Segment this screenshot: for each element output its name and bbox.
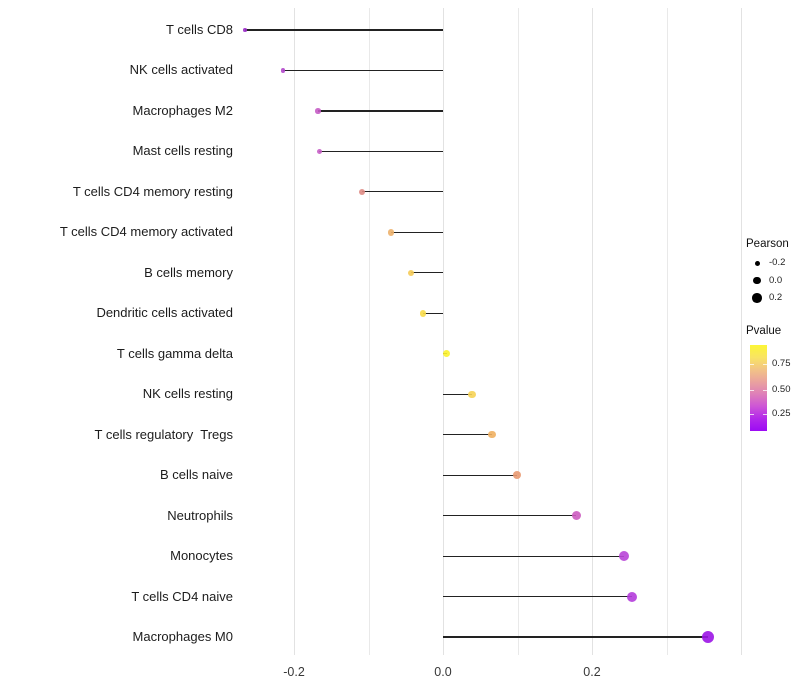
- lollipop-dot: [419, 310, 427, 317]
- lollipop-stem: [390, 231, 443, 233]
- lollipop-stem: [244, 29, 443, 31]
- pvalue-colorbar: [750, 345, 767, 431]
- y-axis-label: T cells CD4 memory resting: [72, 183, 233, 199]
- lollipop-dot: [468, 390, 476, 398]
- y-axis-label: T cells regulatory Tregs: [94, 426, 233, 442]
- y-axis-label: Mast cells resting: [132, 143, 233, 159]
- size-legend-dot: [753, 276, 761, 285]
- lollipop-stem: [443, 515, 577, 517]
- y-axis-label: T cells CD8: [166, 22, 233, 37]
- size-legend-label: 0.2: [769, 292, 783, 303]
- x-axis-tick-label: 0.2: [583, 665, 601, 679]
- lollipop-stem: [443, 434, 493, 436]
- lollipop-stem: [443, 595, 633, 598]
- y-axis-label: T cells CD4 memory activated: [59, 224, 233, 240]
- lollipop-stem: [443, 636, 709, 638]
- colorbar-tick: [750, 363, 754, 365]
- colorbar-tick: [750, 413, 754, 415]
- lollipop-dot: [315, 108, 321, 114]
- lollipop-dot: [488, 430, 496, 439]
- lollipop-dot: [619, 551, 629, 562]
- y-axis-label: Neutrophils: [167, 507, 233, 523]
- lollipop-dot: [316, 148, 323, 155]
- lollipop-dot: [243, 28, 247, 32]
- colorbar-tick: [763, 413, 767, 415]
- y-axis-label: T cells CD4 naive: [131, 588, 233, 604]
- colorbar-label: 0.25: [772, 407, 791, 419]
- lollipop-dot: [280, 68, 286, 73]
- colorbar-tick: [763, 389, 767, 391]
- lollipop-stem: [319, 150, 443, 153]
- lollipop-dot: [512, 470, 521, 480]
- y-axis-label: B cells naive: [160, 467, 233, 483]
- y-axis-label: Dendritic cells activated: [96, 305, 233, 321]
- y-axis-label: Macrophages M0: [132, 629, 233, 645]
- colorbar-tick: [750, 389, 754, 391]
- size-legend-label: -0.2: [769, 257, 786, 268]
- y-axis-label: Monocytes: [170, 548, 233, 564]
- lollipop-stem: [443, 555, 624, 557]
- x-axis-tick-label: -0.2: [283, 665, 305, 679]
- lollipop-dot: [443, 350, 451, 358]
- size-legend-dot: [752, 293, 762, 303]
- lollipop-dot: [387, 229, 395, 236]
- size-legend-title: Pearson: [746, 238, 789, 250]
- color-legend-title: Pvalue: [746, 325, 782, 337]
- y-axis-label: Macrophages M2: [132, 102, 233, 118]
- gridline: [443, 8, 444, 655]
- gridline: [592, 8, 593, 655]
- y-axis-label: T cells gamma delta: [116, 345, 233, 361]
- lollipop-dot: [702, 631, 715, 643]
- x-axis-tick-label: 0.0: [434, 665, 452, 679]
- y-axis-label: NK cells activated: [129, 62, 233, 78]
- lollipop-dot: [627, 591, 638, 602]
- size-legend-dot: [754, 260, 760, 266]
- gridline: [741, 8, 742, 655]
- gridline: [517, 8, 519, 655]
- lollipop-stem: [361, 191, 443, 193]
- lollipop-stem: [422, 312, 443, 314]
- lollipop-stem: [282, 69, 443, 72]
- lollipop-stem: [411, 272, 443, 274]
- gridline: [666, 8, 668, 655]
- y-axis-label: B cells memory: [144, 264, 233, 280]
- lollipop-dot: [358, 188, 365, 195]
- lollipop-stem: [443, 474, 517, 476]
- colorbar-tick: [763, 363, 767, 365]
- lollipop-stem: [443, 393, 473, 395]
- lollipop-dot: [407, 269, 415, 277]
- gridline: [294, 8, 295, 655]
- colorbar-label: 0.50: [772, 383, 791, 395]
- lollipop-dot: [571, 511, 581, 521]
- lollipop-stem: [317, 110, 443, 112]
- y-axis-label: NK cells resting: [142, 386, 233, 402]
- size-legend-label: 0.0: [769, 274, 783, 286]
- colorbar-label: 0.75: [772, 357, 791, 369]
- gridline: [368, 8, 370, 655]
